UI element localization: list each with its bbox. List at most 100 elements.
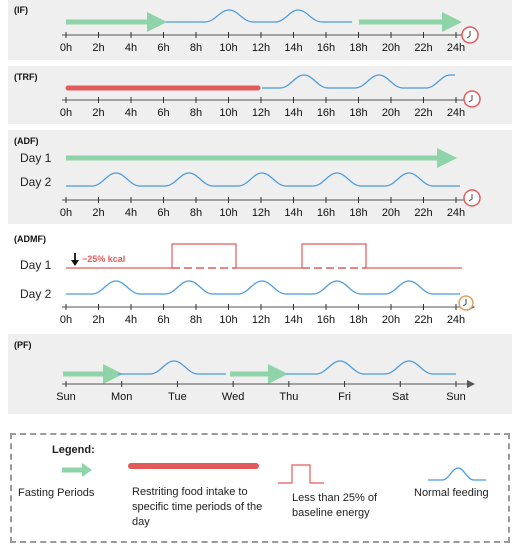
tick-label: 0h (60, 207, 72, 219)
tick-label: 14h (284, 107, 302, 119)
tick-label: 6h (157, 207, 169, 219)
tick-label: 4h (125, 107, 137, 119)
tick-label: 10h (219, 42, 237, 54)
tick-label: 12h (252, 42, 270, 54)
tick-label: 22h (414, 107, 432, 119)
admf-axis: 0h 2h 4h 6h 8h 10h 12h 14h 16h 18h 20h 22h 24h (60, 303, 475, 326)
if-axis: 0h 2h 4h 6h 8h 10h 12h 14h 16h 18h 20h 22h 24h (60, 31, 475, 54)
tick-label: 20h (382, 207, 400, 219)
trf-clock-icon (463, 90, 481, 108)
tick-label: 14h (284, 207, 302, 219)
tick-label: 20h (382, 314, 400, 326)
tick-label: 16h (317, 314, 335, 326)
tick-label: 0h (60, 107, 72, 119)
legend-fasting-text: Fasting Periods (18, 487, 95, 499)
tick-label: 22h (414, 207, 432, 219)
tick-label: 20h (382, 42, 400, 54)
trf-axis: 0h 2h 4h 6h 8h 10h 12h 14h 16h 18h 20h 22h 24h (60, 96, 475, 119)
tick-label: 10h (219, 207, 237, 219)
pf-label: (PF) (14, 340, 32, 350)
if-normal-feeding-wave (166, 9, 352, 23)
tick-label: 2h (92, 107, 104, 119)
tick-label: 2h (92, 314, 104, 326)
tick-label: 20h (382, 107, 400, 119)
legend-restrict-text: Restriting food intake to specific time … (132, 486, 263, 528)
legend-title: Legend: (52, 444, 95, 456)
if-clock-icon (461, 26, 479, 44)
tick-label: Sat (392, 391, 409, 403)
tick-label: 10h (219, 107, 237, 119)
legend-fasting-arrow-icon (62, 463, 92, 477)
tick-label: 8h (190, 314, 202, 326)
tick-label: 18h (349, 207, 367, 219)
tick-label: 12h (252, 314, 270, 326)
tick-label: Fri (338, 391, 351, 403)
tick-label: Sun (446, 391, 466, 403)
legend-normal-text: Normal feeding (414, 487, 489, 499)
tick-label: 4h (125, 42, 137, 54)
tick-label: 18h (349, 107, 367, 119)
legend-less-text: Less than 25% of baseline energy (292, 492, 378, 519)
legend-box: Legend: Fasting Periods Restriting food … (10, 433, 510, 543)
pf-axis: Sun Mon Tue Wed Thu Fri Sat Sun (56, 380, 475, 403)
admf-reduced-energy-line (66, 243, 462, 269)
pf-normal-feeding-wave-2 (286, 360, 456, 375)
tick-label: 6h (157, 42, 169, 54)
tick-label: Thu (279, 391, 298, 403)
admf-clock-icon (458, 295, 474, 311)
tick-label: 22h (414, 314, 432, 326)
trf-normal-feeding-wave (262, 74, 455, 89)
tick-label: 12h (252, 107, 270, 119)
tick-label: 16h (317, 42, 335, 54)
adf-day2-label: Day 2 (20, 175, 52, 189)
tick-label: 8h (190, 107, 202, 119)
tick-label: 2h (92, 42, 104, 54)
trf-label: (TRF) (14, 72, 38, 82)
legend-less-energy-icon (278, 464, 324, 484)
admf-normal-feeding-wave (66, 280, 460, 295)
tick-label: 16h (317, 207, 335, 219)
tick-label: 24h (447, 207, 465, 219)
adf-label: (ADF) (14, 136, 39, 146)
adf-normal-feeding-wave (66, 172, 460, 187)
tick-label: 22h (414, 42, 432, 54)
tick-label: 8h (190, 42, 202, 54)
tick-label: 16h (317, 107, 335, 119)
adf-axis: 0h 2h 4h 6h 8h 10h 12h 14h 16h 18h 20h 22h 24h (60, 196, 475, 219)
tick-label: 18h (349, 42, 367, 54)
tick-label: Sun (56, 391, 76, 403)
tick-label: 24h (447, 107, 465, 119)
tick-label: 8h (190, 207, 202, 219)
adf-day1-label: Day 1 (20, 151, 52, 165)
admf-label: (ADMF) (14, 234, 46, 244)
legend-normal-feeding-icon (428, 467, 486, 481)
admf-day1-label: Day 1 (20, 258, 52, 272)
tick-label: 12h (252, 207, 270, 219)
tick-label: 0h (60, 314, 72, 326)
tick-label: Mon (111, 391, 132, 403)
pf-normal-feeding-wave-1 (118, 360, 226, 375)
tick-label: 14h (284, 42, 302, 54)
tick-label: 2h (92, 207, 104, 219)
tick-label: 6h (157, 107, 169, 119)
admf-day2-label: Day 2 (20, 287, 52, 301)
adf-clock-icon (463, 189, 481, 207)
tick-label: 6h (157, 314, 169, 326)
tick-label: 18h (349, 314, 367, 326)
tick-label: 24h (447, 42, 465, 54)
tick-label: 4h (125, 314, 137, 326)
tick-label: 10h (219, 314, 237, 326)
down-arrow-icon (71, 253, 79, 266)
kcal-note: −25% kcal (82, 254, 125, 264)
if-label: (IF) (14, 5, 28, 15)
tick-label: 4h (125, 207, 137, 219)
tick-label: 14h (284, 314, 302, 326)
tick-label: Tue (168, 391, 187, 403)
tick-label: 24h (447, 314, 465, 326)
adf-panel (8, 130, 512, 224)
tick-label: Wed (222, 391, 244, 403)
tick-label: 0h (60, 42, 72, 54)
if-panel (8, 0, 512, 60)
trf-panel (8, 66, 512, 124)
